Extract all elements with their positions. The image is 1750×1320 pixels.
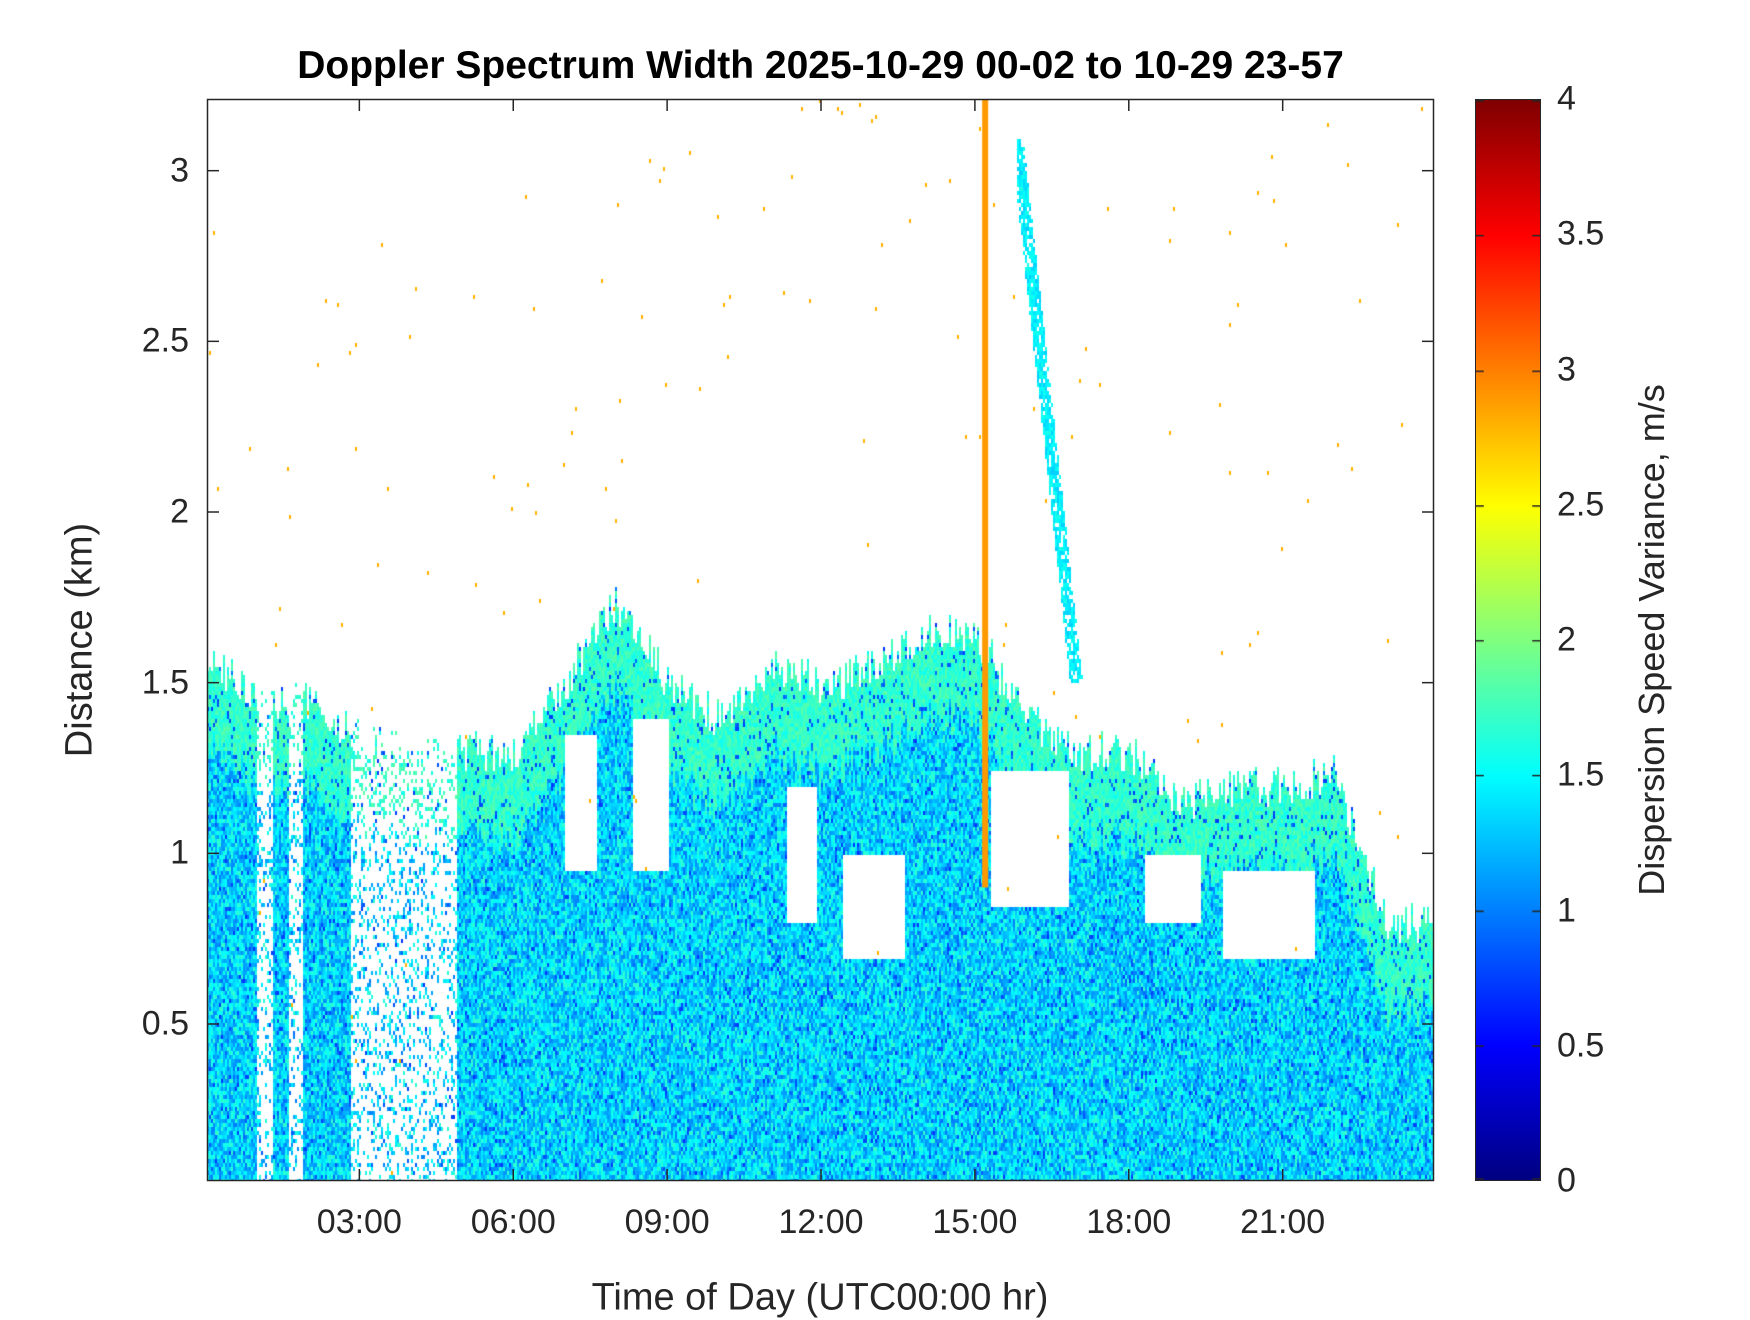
chart-title: Doppler Spectrum Width 2025-10-29 00-02 … xyxy=(297,44,1344,87)
colorbar-tick-label: 2 xyxy=(1557,620,1576,659)
y-tick-label: 1.5 xyxy=(141,663,189,702)
colorbar-tick-label: 4 xyxy=(1557,79,1576,118)
x-tick-label: 18:00 xyxy=(1086,1203,1172,1241)
spectrum-width-heatmap xyxy=(207,99,1434,1181)
y-tick-label: 0.5 xyxy=(141,1004,189,1043)
x-tick-label: 06:00 xyxy=(470,1203,556,1241)
colorbar-tick-label: 3 xyxy=(1557,350,1576,388)
x-tick-label: 03:00 xyxy=(316,1203,402,1241)
y-tick-label: 1 xyxy=(170,833,189,872)
x-tick-label: 09:00 xyxy=(624,1203,710,1241)
x-axis-label: Time of Day (UTC00:00 hr) xyxy=(591,1276,1049,1319)
y-tick-label: 3 xyxy=(170,151,189,190)
colorbar-tick-label: 3.5 xyxy=(1557,214,1605,253)
colorbar xyxy=(1475,99,1541,1181)
colorbar-tick-label: 0 xyxy=(1557,1161,1576,1200)
x-tick-label: 15:00 xyxy=(932,1203,1018,1241)
colorbar-tick-label: 1 xyxy=(1557,891,1576,929)
colorbar-tick-label: 2.5 xyxy=(1557,485,1605,524)
plot-area xyxy=(206,98,1435,1182)
colorbar-tick-label: 1.5 xyxy=(1557,755,1605,794)
colorbar-label: Dispersion Speed Variance, m/s xyxy=(1631,384,1672,896)
axes-box xyxy=(206,98,1435,1182)
y-tick-label: 2.5 xyxy=(141,321,189,360)
x-tick-label: 21:00 xyxy=(1240,1203,1326,1241)
axes-frame xyxy=(206,98,1435,1182)
x-tick-label: 12:00 xyxy=(778,1203,864,1241)
y-tick-label: 2 xyxy=(170,492,189,531)
colorbar-tick-label: 0.5 xyxy=(1557,1026,1605,1065)
y-axis-label: Distance (km) xyxy=(58,522,101,758)
